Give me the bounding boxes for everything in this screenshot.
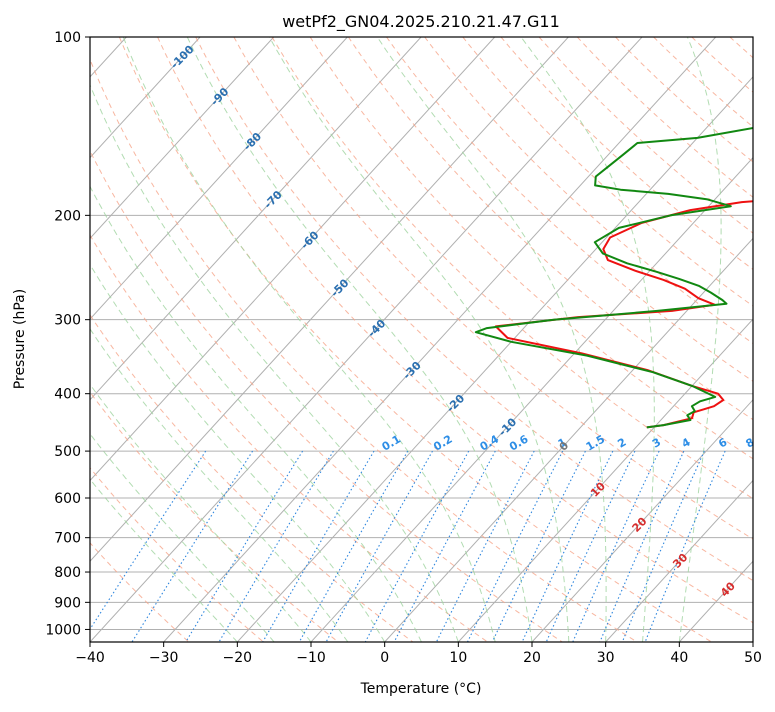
mixing-ratio-line [365, 451, 468, 642]
mixing-ratio-label: 10 [763, 433, 775, 452]
y-tick-label: 1000 [45, 622, 81, 638]
mixing-ratio-line [394, 451, 495, 642]
mixing-ratio-line [645, 451, 725, 642]
isotherm-line [385, 37, 775, 642]
mixing-ratio-line [600, 451, 684, 642]
y-tick-label: 700 [54, 531, 81, 547]
mixing-ratio-line [132, 451, 253, 642]
mixing-ratio-line [219, 451, 333, 642]
mixing-ratio-line [263, 451, 374, 642]
isotherm-line [16, 37, 568, 642]
mixing-ratio-label: 4 [679, 435, 692, 450]
y-tick-label: 900 [54, 595, 81, 611]
y-tick-label: 800 [54, 565, 81, 581]
x-tick-label: 50 [744, 650, 762, 666]
dry-adiabat-line [692, 37, 775, 642]
dry-adiabat-line [119, 37, 711, 642]
moist-adiabat-line [187, 37, 532, 642]
isotherm-line [753, 37, 775, 642]
y-axis-label: Pressure (hPa) [12, 289, 28, 389]
moist-adiabat-line [0, 37, 385, 642]
isotherm-line [0, 37, 421, 642]
moist-adiabat-line [679, 37, 721, 642]
mixing-ratio-label: 6 [716, 435, 729, 450]
x-tick-label: 10 [449, 650, 467, 666]
y-tick-label: 500 [54, 444, 81, 460]
x-tick-label: 40 [670, 650, 688, 666]
chart-title: wetPf2_GN04.2025.210.21.47.G11 [282, 12, 560, 32]
mixing-ratio-label: 8 [744, 436, 757, 451]
mixing-ratio-line [573, 451, 659, 642]
dry-adiabat-line [272, 37, 775, 642]
mixing-ratio-label: 0.4 [478, 432, 502, 453]
dry-adiabat-line [0, 37, 413, 642]
x-tick-label: −20 [223, 650, 253, 666]
moist-adiabat-line [30, 37, 422, 642]
x-axis-label: Temperature (°C) [360, 681, 482, 697]
x-tick-label: 20 [523, 650, 541, 666]
y-tick-label: 400 [54, 387, 81, 403]
moist-adiabat-line [269, 37, 569, 642]
dry-adiabat-line [425, 37, 775, 642]
isotherm-line [0, 37, 200, 642]
isotherm-line [90, 37, 642, 642]
dry-adiabat-line [81, 37, 637, 642]
y-tick-label: 300 [54, 313, 81, 329]
mixing-ratio-line [299, 451, 408, 642]
x-tick-label: −40 [75, 650, 105, 666]
mixing-ratio-label: 1.5 [584, 433, 607, 454]
mixing-ratio-line [468, 451, 563, 642]
isotherm-line [532, 37, 775, 642]
y-tick-label: 100 [54, 30, 81, 46]
mixing-ratio-line [186, 451, 303, 642]
dry-adiabat-line [463, 37, 775, 642]
mixing-ratio-line [622, 451, 704, 642]
moist-adiabat-line [0, 37, 237, 642]
x-tick-label: −10 [296, 650, 326, 666]
mixing-ratio-label: 0.2 [431, 433, 454, 454]
x-tick-label: 0 [380, 650, 389, 666]
dry-adiabat-line [654, 37, 775, 642]
y-tick-label: 600 [54, 491, 81, 507]
x-tick-label: 30 [597, 650, 615, 666]
mixing-ratio-line [492, 451, 585, 642]
dry-adiabat-line [0, 37, 264, 642]
moist-adiabat-line [0, 37, 348, 642]
mixing-ratio-label: 0.1 [380, 433, 403, 454]
mixing-ratio-label: 0.6 [507, 432, 531, 453]
y-tick-label: 200 [54, 208, 81, 224]
dry-adiabat-line [539, 37, 775, 642]
isotherm-label: -100 [168, 43, 197, 72]
dry-adiabat-line [577, 37, 775, 642]
dry-adiabat-line [387, 37, 775, 642]
mixing-ratio-line [436, 451, 534, 642]
mixing-ratio-line [82, 451, 206, 642]
x-tick-label: −30 [149, 650, 179, 666]
dry-adiabat-line [0, 37, 338, 642]
isotherm-line [0, 37, 347, 642]
